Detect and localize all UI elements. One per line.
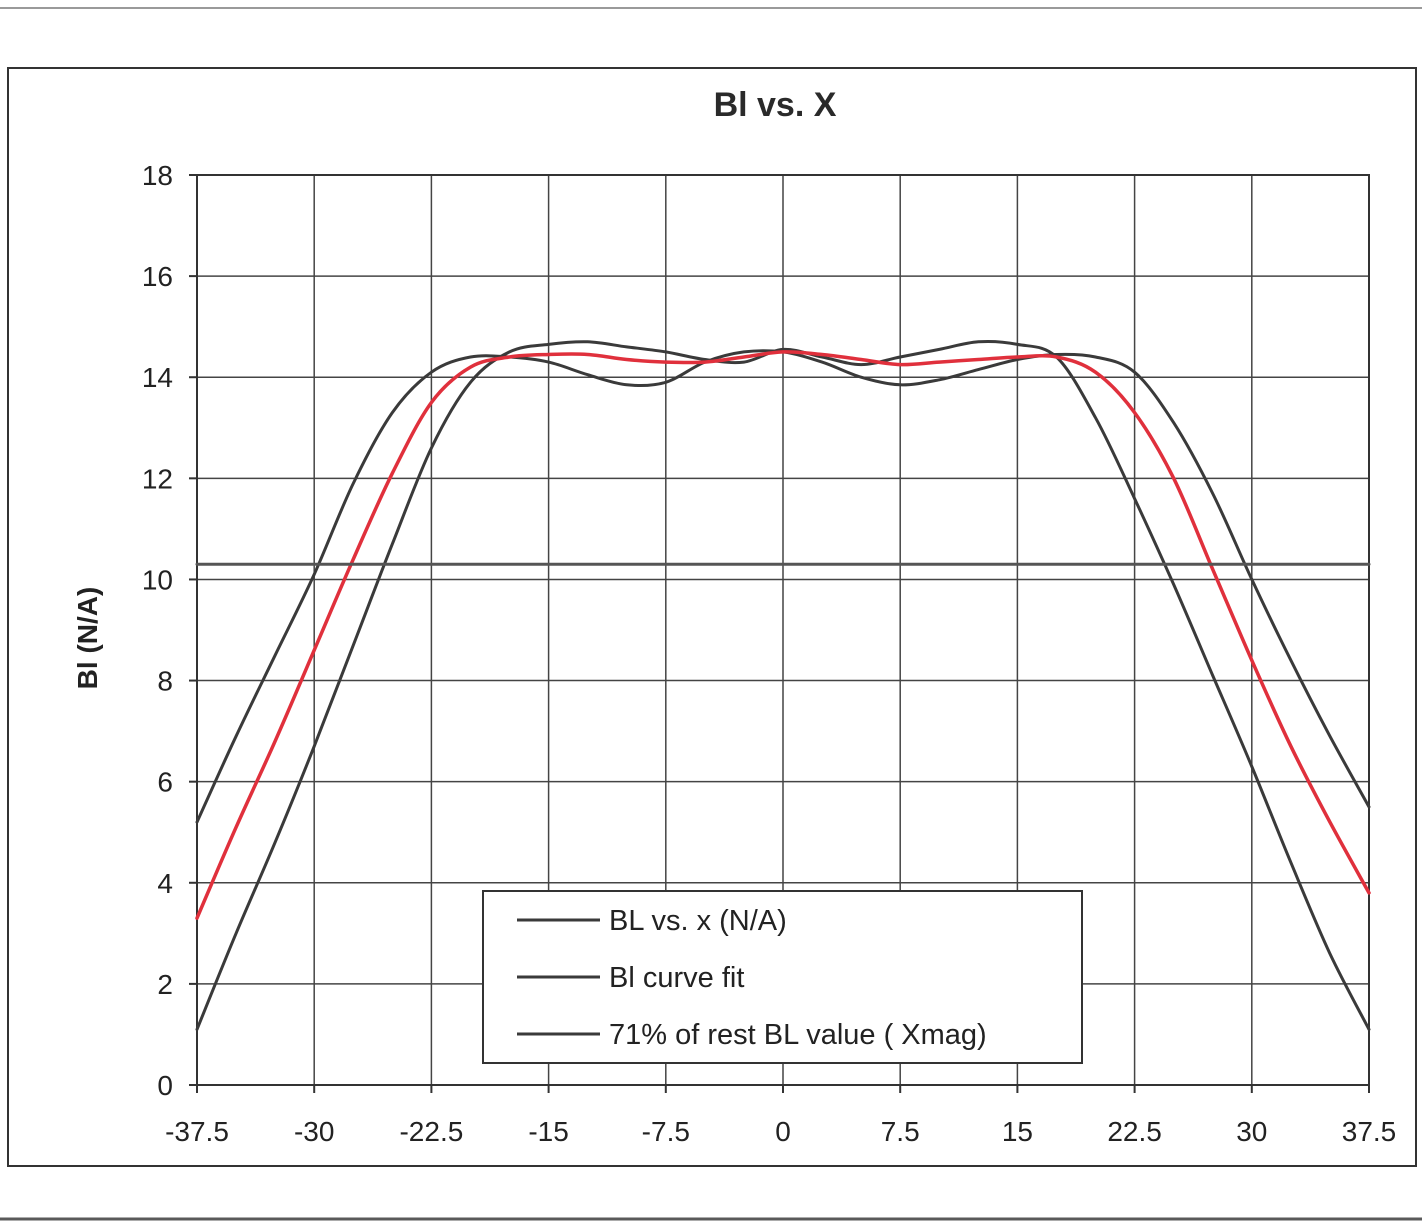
x-tick-label: 0 [775,1116,791,1147]
y-tick-label: 16 [142,261,173,292]
y-tick-label: 6 [157,767,173,798]
x-tick-label: 7.5 [881,1116,920,1147]
y-tick-label: 10 [142,564,173,595]
legend-label-bl-curve-fit: Bl curve fit [609,962,744,994]
series-bl-vs-x [195,340,1371,1031]
legend-label-bl-vs-x: BL vs. x (N/A) [609,905,787,937]
x-tick-label: -30 [294,1116,334,1147]
x-tick-label: 30 [1236,1116,1267,1147]
legend-label-71-percent: 71% of rest BL value ( Xmag) [609,1019,987,1051]
x-tick-label: -22.5 [399,1116,463,1147]
y-tick-label: 14 [142,362,173,393]
y-tick-label: 2 [157,969,173,1000]
legend: BL vs. x (N/A) Bl curve fit 71% of rest … [482,890,1083,1064]
y-tick-label: 0 [157,1070,173,1101]
y-axis-label: Bl (N/A) [72,587,103,690]
y-tick-label: 12 [142,463,173,494]
y-axis-ticks: 0 2 4 6 8 10 12 14 16 18 [142,160,197,1101]
series-red-curve [195,350,1371,920]
x-axis-ticks: -37.5 -30 -22.5 -15 -7.5 0 7.5 15 22.5 30 37.5 [165,1085,1396,1147]
series-lines [195,340,1371,1031]
x-tick-label: 15 [1002,1116,1033,1147]
y-tick-label: 8 [157,666,173,697]
y-tick-label: 4 [157,868,173,899]
x-tick-label: -37.5 [165,1116,229,1147]
x-tick-label: -15 [528,1116,568,1147]
x-tick-label: 37.5 [1342,1116,1397,1147]
x-tick-label: -7.5 [642,1116,690,1147]
chart-title: Bl vs. X [714,86,837,124]
chart-area-border [7,67,1417,1167]
y-tick-label: 18 [142,160,173,191]
x-tick-label: 22.5 [1107,1116,1162,1147]
